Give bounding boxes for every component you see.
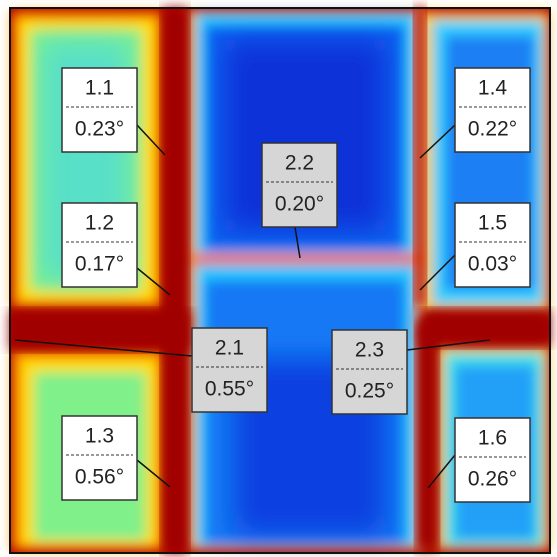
label-angle: 0.20° [275,193,324,216]
label-angle: 0.17° [75,253,124,276]
label-angle: 0.55° [205,378,254,401]
label-angle: 0.22° [468,118,517,141]
label-id: 1.3 [85,425,114,448]
label-angle: 0.03° [468,253,517,276]
label-id: 1.6 [478,427,507,450]
label-id: 1.1 [85,77,114,100]
label-angle: 0.25° [345,380,394,403]
label-id: 1.2 [85,212,114,235]
label-id: 1.4 [478,77,508,100]
thermal-image: 1.1 0.23° 1.2 0.17° 1.3 0.56° 1.4 0.22° 1.5 0.03°… [0,0,557,557]
label-id: 2.3 [355,339,384,362]
label-id: 2.1 [215,337,244,360]
label-angle: 0.56° [75,466,124,489]
label-angle: 0.23° [75,118,124,141]
label-id: 1.5 [478,212,507,235]
label-angle: 0.26° [468,468,517,491]
label-id: 2.2 [285,152,314,175]
